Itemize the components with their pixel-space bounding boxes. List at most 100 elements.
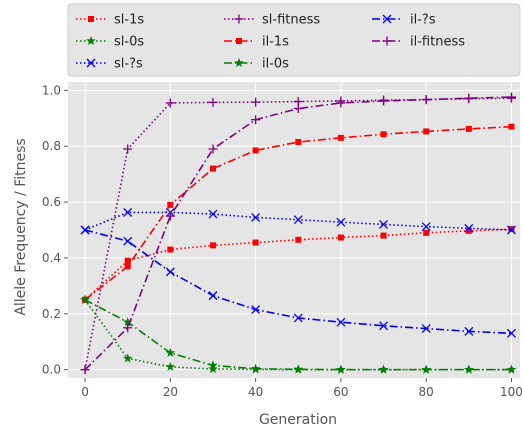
y-tick-label: 0.2 (42, 307, 61, 321)
data-point (251, 115, 261, 125)
series-line (84, 96, 512, 371)
legend-marker (236, 38, 242, 44)
data-point (208, 291, 218, 301)
data-point (336, 217, 346, 227)
data-point (465, 125, 472, 132)
legend-marker (382, 36, 392, 46)
data-point (506, 364, 517, 374)
y-axis: 0.0 0.2 0.4 0.6 0.8 1.0 (42, 83, 68, 377)
data-point (209, 165, 216, 172)
data-point (295, 236, 302, 243)
legend-item-sl-fitness: sl-fitness (224, 13, 320, 28)
data-point (165, 211, 175, 221)
legend-item-il-0s: il-0s (224, 57, 289, 72)
data-point (293, 364, 304, 374)
data-point (122, 353, 133, 363)
data-point (208, 209, 218, 219)
x-axis: 0 20 40 60 80 100 (81, 378, 522, 399)
data-point (293, 215, 303, 225)
data-point (464, 223, 474, 233)
legend-label: sl-1s (114, 13, 144, 28)
data-point (80, 294, 90, 304)
data-point (251, 97, 261, 107)
data-point (123, 323, 133, 333)
data-point (251, 305, 261, 315)
legend-item-sl-1s: sl-1s (76, 13, 144, 28)
series-line (84, 299, 512, 371)
legend-marker (382, 14, 392, 24)
series-il-?s (80, 225, 516, 338)
plot-area (68, 82, 520, 378)
legend-label: il-0s (262, 57, 289, 72)
data-point (507, 328, 516, 338)
series-line (84, 228, 512, 301)
data-point (295, 139, 302, 146)
legend-marker (86, 58, 96, 68)
data-point (380, 131, 387, 138)
legend-marker (234, 14, 244, 24)
data-point (336, 98, 346, 108)
data-point (208, 144, 218, 154)
data-point (252, 147, 259, 154)
data-point (423, 128, 430, 135)
x-tick-label: 80 (419, 385, 434, 399)
y-tick-label: 0.8 (42, 139, 61, 153)
y-axis-label: Allele Frequency / Fitness (13, 138, 29, 315)
data-point (337, 134, 344, 141)
legend-item-il-fitness: il-fitness (372, 35, 465, 50)
data-point (209, 242, 216, 249)
legend-label: sl-0s (114, 35, 144, 50)
legend-item-il-1s: il-1s (224, 35, 289, 50)
legend-label: il-1s (262, 35, 289, 50)
legend-item-il-?s: il-?s (372, 13, 436, 28)
data-point (379, 96, 389, 106)
data-point (421, 95, 431, 105)
series-il-fitness (80, 92, 516, 375)
legend-label: sl-?s (114, 57, 143, 72)
data-point (336, 364, 346, 374)
data-point (251, 212, 261, 222)
data-point (337, 234, 344, 241)
legend: sl-1s sl-0s sl-?s sl-fitness il-1s il-0s il-?s… (67, 3, 521, 77)
legend-item-sl-0s: sl-0s (76, 35, 144, 50)
data-point (293, 313, 303, 323)
data-point (508, 123, 515, 130)
data-point (124, 263, 131, 270)
data-point (421, 222, 431, 232)
data-point (464, 364, 474, 374)
data-point (252, 239, 259, 246)
data-point (208, 97, 218, 107)
data-point (167, 246, 174, 253)
legend-item-sl-?s: sl-?s (76, 57, 143, 72)
x-tick-label: 20 (163, 385, 178, 399)
legend-marker (86, 36, 96, 46)
legend-marker (88, 16, 94, 22)
data-point (123, 236, 133, 246)
legend-label: sl-fitness (262, 13, 320, 28)
series-line (84, 299, 512, 371)
x-tick-label: 0 (81, 385, 89, 399)
data-point (124, 257, 131, 264)
legend-label: il-fitness (410, 35, 465, 50)
y-tick-label: 1.0 (42, 83, 61, 97)
data-point (506, 92, 516, 102)
legend-box (67, 3, 521, 77)
data-point (167, 201, 174, 208)
data-point (336, 317, 346, 327)
data-point (378, 364, 389, 374)
x-tick-label: 100 (500, 385, 522, 399)
y-tick-label: 0.4 (42, 251, 61, 265)
data-point (293, 104, 303, 114)
data-point (379, 321, 389, 331)
x-tick-label: 40 (248, 385, 263, 399)
data-point (122, 317, 133, 327)
data-point (208, 364, 218, 374)
data-point (208, 360, 218, 370)
data-point (250, 363, 261, 373)
series-layer (80, 92, 517, 375)
data-point (123, 144, 133, 154)
data-point (380, 232, 387, 239)
data-point (80, 225, 90, 235)
series-il-0s (80, 294, 517, 374)
